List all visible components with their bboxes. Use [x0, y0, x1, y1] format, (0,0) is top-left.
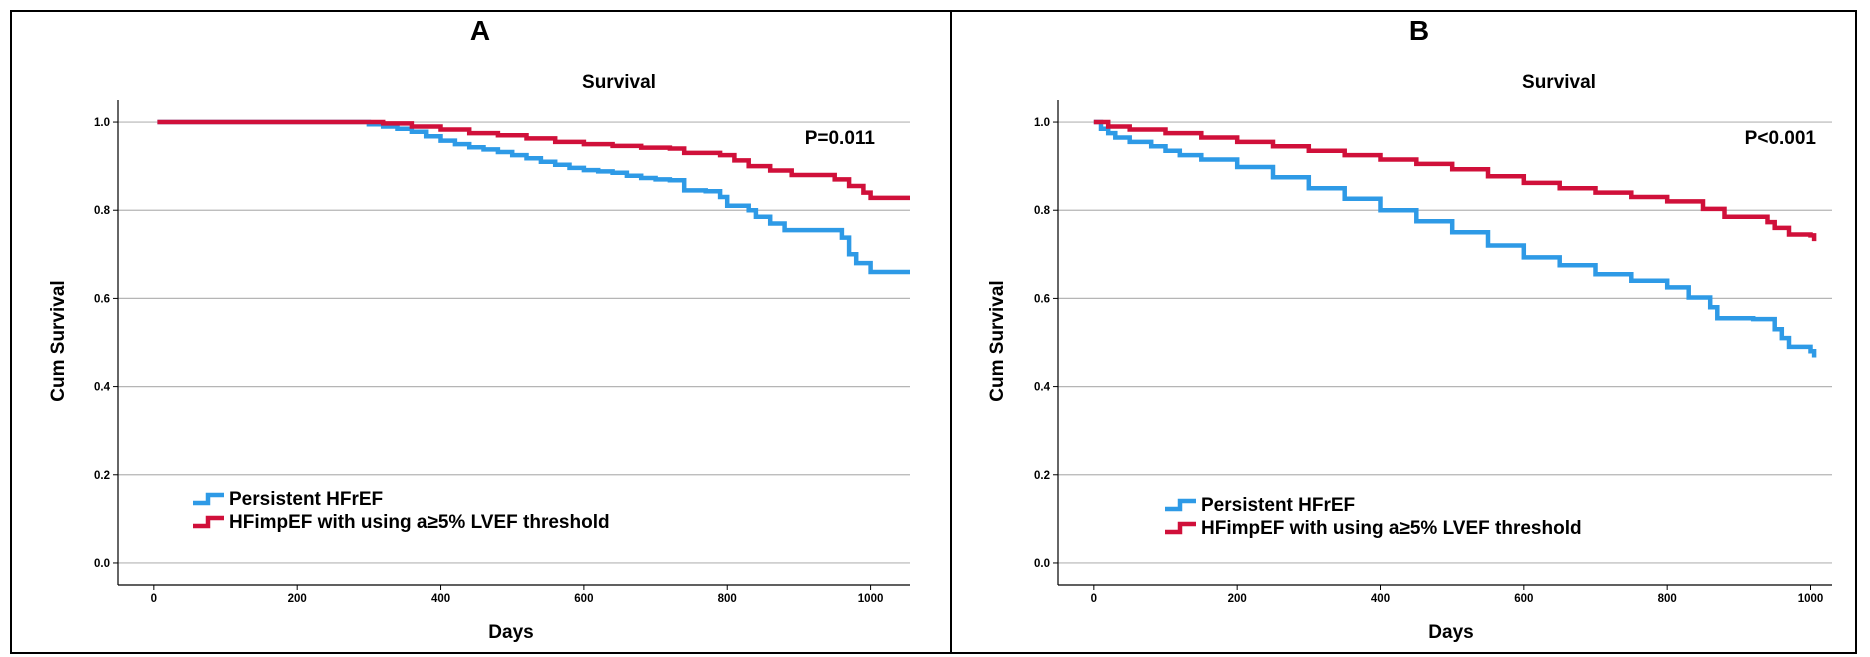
series-lines — [157, 119, 910, 275]
x-tick-label: 200 — [1228, 593, 1247, 605]
y-tick-label: 0.0 — [1034, 558, 1050, 570]
legend-swatch-series-2 — [193, 515, 224, 529]
y-tick-label: 0.2 — [1034, 470, 1050, 482]
y-tick-label: 0.2 — [94, 470, 110, 482]
chart-title: Survival — [582, 72, 656, 93]
y-axis-label: Cum Survival — [48, 280, 69, 401]
panel-a: A Survival 0.0 0.2 0.4 0.6 0.8 1.0 0 200 400 600… — [48, 15, 910, 643]
x-axis-label: Days — [488, 622, 533, 643]
y-tick-label: 0.8 — [1034, 205, 1051, 217]
figure-frame — [10, 10, 1857, 654]
gridlines — [1058, 121, 1832, 564]
y-tick-label: 0.0 — [94, 558, 110, 570]
legend-swatch-series-2 — [1165, 521, 1196, 535]
panel-label: B — [1409, 15, 1429, 46]
y-tick-label: 0.4 — [1034, 382, 1051, 394]
panel-b: B Survival 0.0 0.2 0.4 0.6 0.8 1.0 0 200 400 600… — [987, 15, 1832, 643]
x-tick-label: 400 — [1371, 593, 1390, 605]
x-tick-label: 600 — [574, 593, 593, 605]
y-axis-label: Cum Survival — [987, 280, 1008, 401]
x-tick-label: 1000 — [1798, 593, 1824, 605]
survival-curve-series-1 — [1093, 119, 1817, 358]
legend-label-series-1: Persistent HFrEF — [229, 489, 383, 510]
x-tick-label: 800 — [718, 593, 737, 605]
x-tick-labels: 0 200 400 600 800 1000 — [151, 593, 884, 605]
survival-curve-series-1 — [157, 119, 910, 275]
legend-label-series-2: HFimpEF with using a≥5% LVEF threshold — [1201, 518, 1582, 539]
legend: Persistent HFrEF HFimpEF with using a≥5%… — [1165, 495, 1582, 539]
p-value-annotation: P<0.001 — [1745, 128, 1817, 149]
survival-curve-series-2 — [1093, 119, 1817, 242]
legend-swatch-series-1 — [193, 492, 224, 506]
panel-label: A — [470, 15, 490, 46]
y-tick-labels: 0.0 0.2 0.4 0.6 0.8 1.0 — [94, 117, 111, 570]
series-lines — [1093, 119, 1817, 358]
x-tick-label: 0 — [1091, 593, 1097, 605]
chart-title: Survival — [1522, 72, 1596, 93]
x-axis-label: Days — [1428, 622, 1473, 643]
y-tick-label: 1.0 — [94, 117, 110, 129]
y-tick-labels: 0.0 0.2 0.4 0.6 0.8 1.0 — [1034, 117, 1051, 570]
y-tick-label: 0.6 — [94, 293, 110, 305]
x-tick-label: 400 — [431, 593, 450, 605]
y-tick-label: 0.4 — [94, 382, 111, 394]
x-tick-label: 200 — [288, 593, 307, 605]
legend-swatch-series-1 — [1165, 498, 1196, 512]
survival-curve-series-2 — [157, 119, 910, 201]
x-tick-labels: 0 200 400 600 800 1000 — [1091, 593, 1824, 605]
legend-label-series-1: Persistent HFrEF — [1201, 495, 1355, 516]
p-value-annotation: P=0.011 — [805, 128, 876, 149]
y-tick-label: 0.6 — [1034, 293, 1050, 305]
legend-label-series-2: HFimpEF with using a≥5% LVEF threshold — [229, 512, 610, 533]
y-tick-label: 0.8 — [94, 205, 111, 217]
x-tick-label: 1000 — [858, 593, 884, 605]
x-tick-label: 800 — [1658, 593, 1677, 605]
x-tick-label: 600 — [1514, 593, 1533, 605]
legend: Persistent HFrEF HFimpEF with using a≥5%… — [193, 489, 610, 533]
x-tick-label: 0 — [151, 593, 157, 605]
axes — [1053, 100, 1832, 590]
y-tick-label: 1.0 — [1034, 117, 1050, 129]
axes — [113, 100, 910, 590]
